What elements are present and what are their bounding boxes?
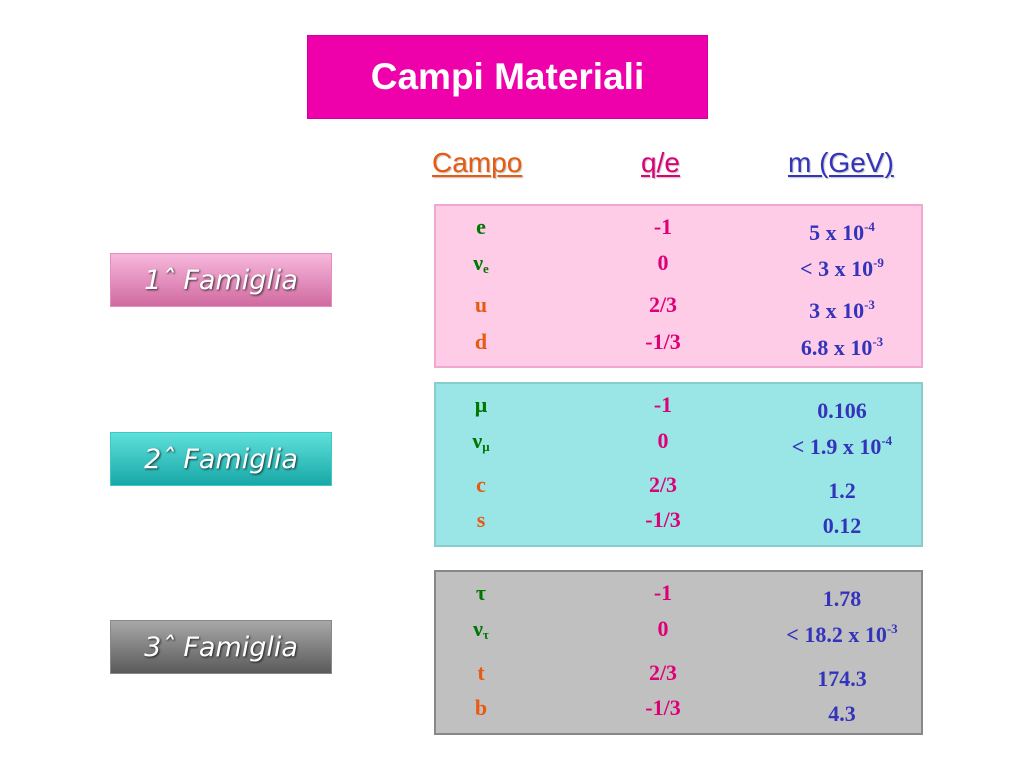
- particle-charge: 2/3: [648, 472, 678, 497]
- particle-symbol: b: [474, 695, 488, 720]
- particle-row: d -1/3 6.8 x 10-3: [436, 327, 921, 360]
- particle-row: c 2/3 1.2: [436, 470, 921, 503]
- particle-mass: 1.78: [822, 586, 862, 611]
- particle-charge: -1/3: [645, 507, 681, 532]
- particle-charge: 0: [657, 250, 669, 275]
- particle-mass: < 3 x 10-9: [800, 255, 884, 281]
- particle-symbol: s: [476, 507, 486, 532]
- particle-symbol: μ: [474, 392, 488, 417]
- particle-mass: 6.8 x 10-3: [800, 334, 884, 360]
- family-2-label: 2ˆ Famiglia: [110, 432, 332, 486]
- particle-symbol: e: [476, 214, 486, 239]
- particle-row: ντ 0 < 18.2 x 10-3: [436, 614, 921, 647]
- particle-charge: 2/3: [648, 660, 678, 685]
- particle-symbol: u: [474, 292, 488, 317]
- particle-charge: 0: [657, 428, 669, 453]
- particle-row: t 2/3 174.3: [436, 658, 921, 691]
- particle-row: μ -1 0.106: [436, 390, 921, 423]
- particle-symbol: c: [476, 472, 486, 497]
- particle-mass: 5 x 10-4: [809, 219, 875, 245]
- header-campo: Campo: [432, 147, 523, 178]
- family-3-label: 3ˆ Famiglia: [110, 620, 332, 674]
- particle-row: s -1/3 0.12: [436, 505, 921, 538]
- particle-row: b -1/3 4.3: [436, 693, 921, 726]
- family-2-panel: μ -1 0.106 νμ 0 < 1.9 x 10-4 c 2/3 1.2 s…: [434, 382, 923, 547]
- particle-row: νμ 0 < 1.9 x 10-4: [436, 426, 921, 459]
- page-title: Campi Materiali: [370, 56, 645, 97]
- family-3-panel: τ -1 1.78 ντ 0 < 18.2 x 10-3 t 2/3 174.3…: [434, 570, 923, 735]
- particle-mass: < 1.9 x 10-4: [791, 433, 893, 459]
- particle-mass: 1.2: [828, 478, 856, 503]
- particle-row: τ -1 1.78: [436, 578, 921, 611]
- particle-charge: -1: [653, 580, 673, 605]
- family-1-label: 1ˆ Famiglia: [110, 253, 332, 307]
- particle-symbol: τ: [475, 580, 487, 605]
- particle-symbol: νe: [473, 250, 489, 276]
- title-banner: Campi Materiali: [307, 35, 708, 119]
- particle-charge: -1: [653, 214, 673, 239]
- particle-charge: -1: [653, 392, 673, 417]
- particle-mass: 4.3: [828, 701, 856, 726]
- particle-mass: 3 x 10-3: [809, 297, 875, 323]
- particle-mass: 0.106: [817, 398, 867, 423]
- family-1-panel: e -1 5 x 10-4 νe 0 < 3 x 10-9 u 2/3 3 x …: [434, 204, 923, 368]
- particle-charge: -1/3: [645, 329, 681, 354]
- particle-mass: 0.12: [822, 513, 862, 538]
- particle-symbol: ντ: [473, 616, 489, 642]
- particle-row: u 2/3 3 x 10-3: [436, 290, 921, 323]
- particle-row: νe 0 < 3 x 10-9: [436, 248, 921, 281]
- particle-charge: 0: [657, 616, 669, 641]
- particle-row: e -1 5 x 10-4: [436, 212, 921, 245]
- header-charge: q/e: [641, 147, 680, 178]
- particle-symbol: νμ: [472, 428, 490, 454]
- particle-charge: -1/3: [645, 695, 681, 720]
- header-mass: m (GeV): [788, 147, 894, 178]
- particle-symbol: d: [474, 329, 488, 354]
- particle-mass: < 18.2 x 10-3: [786, 621, 898, 647]
- particle-symbol: t: [477, 660, 485, 685]
- particle-mass: 174.3: [817, 666, 867, 691]
- particle-charge: 2/3: [648, 292, 678, 317]
